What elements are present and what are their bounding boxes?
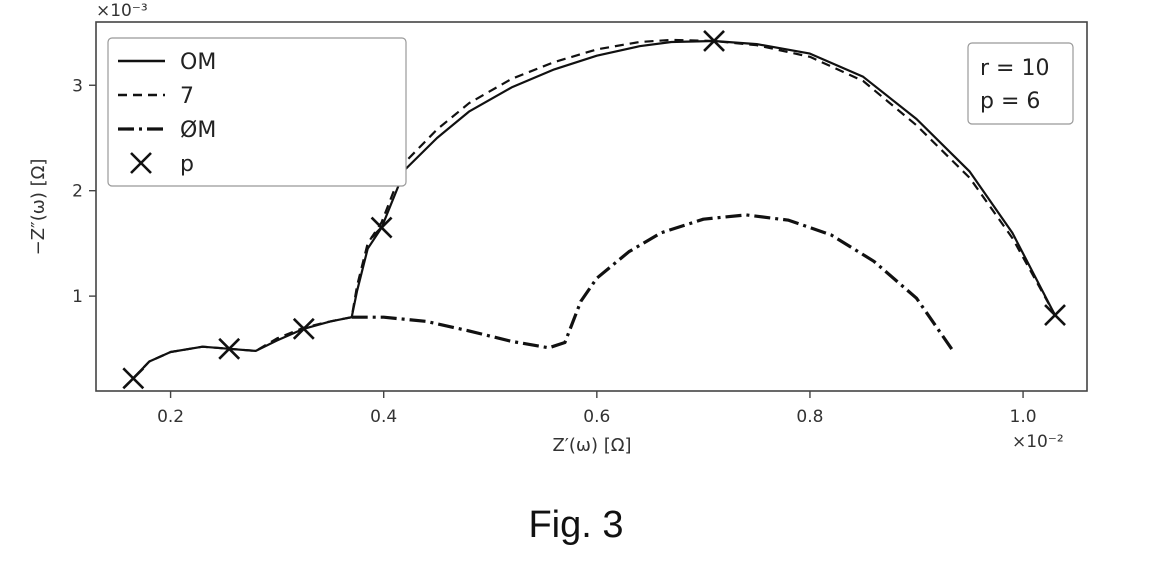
annotation-r: r = 10	[980, 56, 1049, 81]
x-tick-label: 0.4	[370, 407, 397, 427]
x-tick-label: 0.2	[157, 407, 184, 427]
legend-label-om: OM	[180, 50, 216, 75]
marker-x-point	[1045, 305, 1065, 325]
legend-label-p: p	[180, 152, 194, 177]
x-tick-label: 0.6	[583, 407, 610, 427]
y-tick-label: 2	[72, 182, 83, 202]
x-tick-label: 1.0	[1010, 407, 1037, 427]
y-axis-label: −Z″(ω) [Ω]	[28, 159, 49, 256]
legend-label-om-slash: ØM	[180, 118, 216, 143]
annotation-box: r = 10 p = 6	[968, 43, 1073, 124]
y-exponent-label: ×10⁻³	[96, 1, 148, 21]
series-line-dashdot	[352, 215, 954, 352]
annotation-p: p = 6	[980, 89, 1040, 114]
marker-x-point	[294, 319, 314, 339]
legend-label-7: 7	[180, 84, 194, 109]
legend: OM 7 ØM p	[108, 38, 406, 186]
figure-caption: Fig. 3	[528, 504, 623, 546]
y-tick-label: 1	[72, 287, 83, 307]
x-axis-label: Z′(ω) [Ω]	[552, 435, 631, 456]
x-exponent-label: ×10⁻²	[1012, 432, 1064, 452]
marker-x-point	[123, 368, 143, 388]
y-tick-label: 3	[72, 76, 83, 96]
x-tick-label: 0.8	[796, 407, 823, 427]
